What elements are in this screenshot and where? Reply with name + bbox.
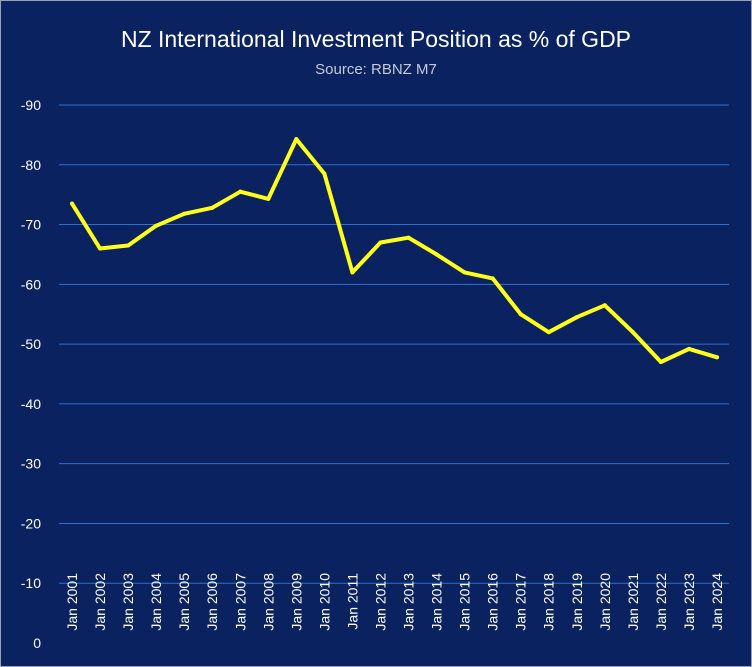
data-point [630,330,635,335]
data-point [266,196,271,201]
data-point [126,243,131,248]
data-point [182,211,187,216]
x-tick-label: Jan 2024 [709,573,725,631]
x-tick-label: Jan 2009 [288,573,304,631]
x-tick-label: Jan 2019 [569,573,585,631]
y-tick-label: -70 [21,217,41,233]
gridlines [59,104,729,584]
chart-subtitle: Source: RBNZ M7 [315,61,437,78]
x-tick-label: Jan 2012 [372,573,388,631]
x-tick-label: Jan 2003 [120,573,136,631]
x-tick-label: Jan 2016 [485,573,501,631]
y-tick-label: -90 [21,97,41,113]
data-point [406,235,411,240]
x-tick-label: Jan 2018 [541,573,557,631]
x-tick-label: Jan 2011 [344,573,360,630]
data-point [715,355,719,360]
x-tick-label: Jan 2017 [513,573,529,631]
y-tick-label: -50 [21,336,41,352]
x-tick-label: Jan 2008 [260,573,276,631]
data-point [518,312,523,317]
y-tick-label: -10 [21,575,41,591]
data-point [70,201,74,206]
y-tick-label: -30 [21,456,41,472]
y-tick-label: -60 [21,276,41,292]
x-tick-label: Jan 2007 [232,573,248,631]
x-tick-label: Jan 2023 [681,573,697,631]
x-tick-label: Jan 2021 [625,573,641,631]
x-tick-label: Jan 2004 [148,573,164,631]
data-point [210,205,215,210]
x-tick-label: Jan 2005 [176,573,192,631]
data-point [490,276,495,281]
y-tick-label: -80 [21,157,41,173]
data-point [574,315,579,320]
x-tick-label: Jan 2013 [401,573,417,631]
y-tick-label: -40 [21,396,41,412]
x-tick-label: Jan 2001 [64,573,80,631]
data-point [686,346,691,351]
x-tick-label: Jan 2006 [204,573,220,631]
data-point [154,223,159,228]
x-tick-label: Jan 2015 [457,573,473,631]
x-tick-label: Jan 2020 [597,573,613,631]
data-point [350,270,355,275]
data-point [294,137,299,142]
data-point [602,303,607,308]
data-point [462,270,467,275]
data-point [434,252,439,257]
series [70,137,719,365]
x-tick-label: Jan 2010 [316,573,332,631]
x-tick-label: Jan 2014 [429,573,445,631]
series-line [70,137,719,364]
data-point [546,330,551,335]
y-tick-label: 0 [33,635,41,651]
data-point [658,360,663,365]
data-point [238,189,243,194]
data-point [378,240,383,245]
y-tick-label: -20 [21,515,41,531]
x-axis: Jan 2001 Jan 2002 Jan 2003 Jan 2004 Jan 2005… [64,573,725,631]
x-tick-label: Jan 2022 [653,573,669,631]
x-tick-label: Jan 2002 [92,573,108,631]
data-point [322,171,327,176]
chart-title: NZ International Investment Position as … [121,26,631,52]
data-point [98,246,103,251]
y-axis: 0 -10 -20 -30 -40 -50 -60 -70 -80 -90 [21,97,41,651]
